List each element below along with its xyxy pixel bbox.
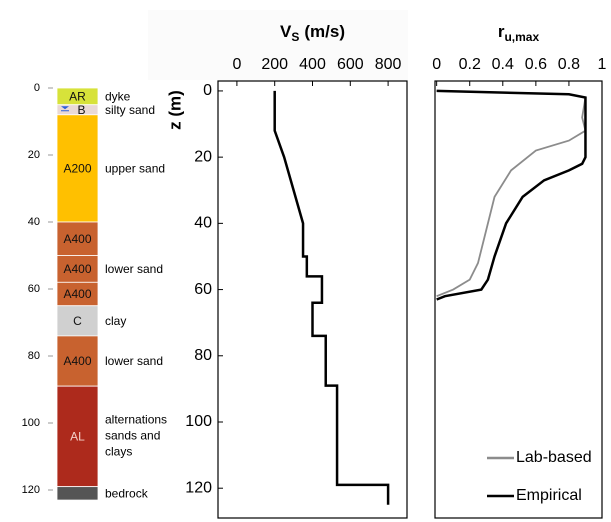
depth-tick-label: 120 xyxy=(22,484,40,496)
layer-label: A200 xyxy=(63,162,91,176)
layer-label: A400 xyxy=(63,262,91,276)
soil-layer xyxy=(56,305,99,337)
layer-description: bedrock xyxy=(105,487,149,501)
depth-tick-label: 20 xyxy=(28,149,40,161)
layer-label: AR xyxy=(69,90,86,104)
soil-layer xyxy=(56,114,99,223)
x-tick-label: 1 xyxy=(598,56,607,73)
chart-title: VS (m/s) xyxy=(280,22,345,44)
x-tick-label: 800 xyxy=(375,56,402,73)
series-line xyxy=(273,90,390,505)
layer-label: B xyxy=(77,103,85,117)
soil-layer xyxy=(56,335,99,387)
x-tick-label: 0 xyxy=(232,56,241,73)
layer-description: dyke xyxy=(105,90,131,104)
chart-title: ru,max xyxy=(498,22,540,44)
soil-layer xyxy=(56,221,99,256)
y-tick-label: 120 xyxy=(185,479,212,496)
title-unit: (m/s) xyxy=(304,22,345,41)
title-main: r xyxy=(498,22,505,41)
depth-tick-label: 100 xyxy=(22,417,40,429)
layer-label: C xyxy=(73,314,82,328)
depth-tick-label: 40 xyxy=(28,216,40,228)
layer-description: alternations sands and clays xyxy=(105,413,167,459)
legend-label: Empirical xyxy=(516,487,582,504)
x-tick-label: 0.6 xyxy=(525,56,547,73)
y-axis-label: z (m) xyxy=(165,90,184,130)
title-main: V xyxy=(280,22,292,41)
y-tick-label: 80 xyxy=(194,347,212,364)
x-tick-label: 600 xyxy=(337,56,364,73)
legend-label: Lab-based xyxy=(516,449,592,466)
x-tick-label: 0.8 xyxy=(558,56,580,73)
layer-description: lower sand xyxy=(105,262,163,276)
y-tick-label: 100 xyxy=(185,413,212,430)
y-tick-label: 60 xyxy=(194,281,212,298)
layer-description: lower sand xyxy=(105,354,163,368)
x-tick-label: 400 xyxy=(299,56,326,73)
layer-description: silty sand xyxy=(105,103,155,117)
layer-label: AL xyxy=(70,430,85,444)
layer-label: A400 xyxy=(63,287,91,301)
title-sub: u,max xyxy=(504,30,539,44)
depth-tick-label: 0 xyxy=(34,82,40,94)
description-line: sands and xyxy=(105,429,160,443)
title-sub: S xyxy=(291,30,299,44)
x-tick-label: 0.2 xyxy=(459,56,481,73)
series-line xyxy=(436,90,587,298)
y-tick-label: 20 xyxy=(194,148,212,165)
layer-description: upper sand xyxy=(105,162,165,176)
backdrop xyxy=(148,10,408,80)
water-table xyxy=(61,106,69,110)
description-line: alternations xyxy=(105,413,167,427)
y-tick-label: 0 xyxy=(203,82,212,99)
plot-frame xyxy=(434,80,603,519)
depth-tick-label: 80 xyxy=(28,350,40,362)
y-tick-label: 40 xyxy=(194,215,212,232)
x-tick-label: 0 xyxy=(432,56,441,73)
layer-label: A400 xyxy=(63,354,91,368)
description-line: clays xyxy=(105,445,132,459)
x-tick-label: 200 xyxy=(261,56,288,73)
soil-layer xyxy=(56,255,99,283)
layer-label: A400 xyxy=(63,232,91,246)
plot-frame xyxy=(217,80,408,519)
depth-tick-label: 60 xyxy=(28,283,40,295)
series-line xyxy=(436,89,587,301)
x-tick-label: 0.4 xyxy=(492,56,514,73)
soil-layer xyxy=(56,486,99,501)
layer-description: clay xyxy=(105,314,126,328)
